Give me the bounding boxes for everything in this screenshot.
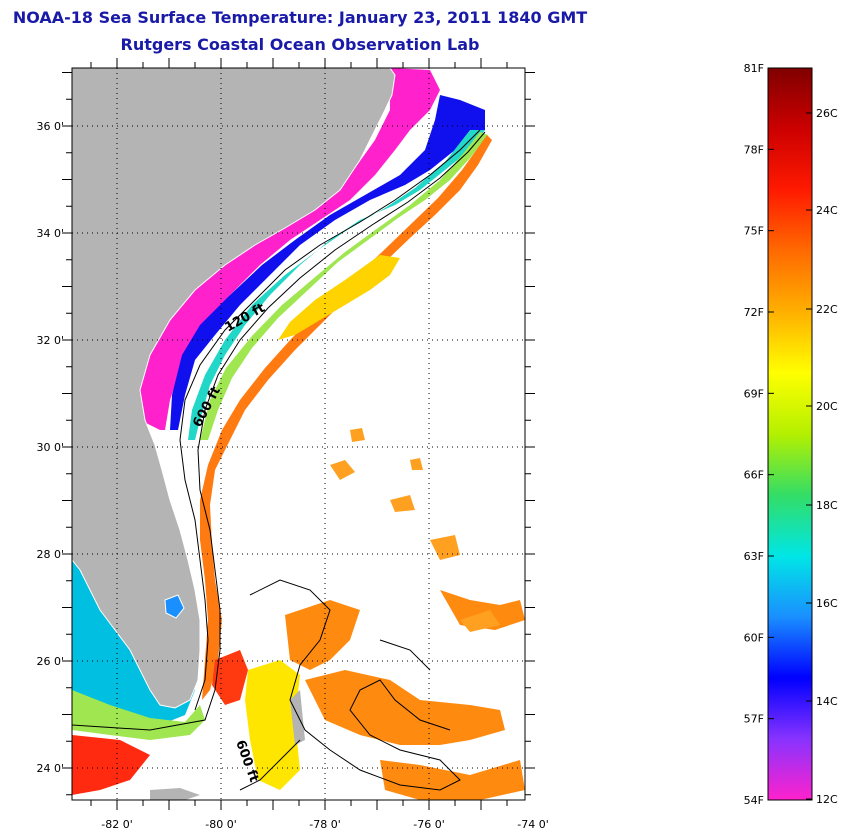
colorbar-label-f: 78F	[744, 143, 764, 156]
colorbar-label-f: 63F	[744, 550, 764, 563]
lon-tick-label: -82 0'	[101, 818, 133, 831]
colorbar-label-f: 72F	[744, 306, 764, 319]
sst-swath-blue	[170, 95, 485, 430]
colorbar-label-f: 54F	[744, 794, 764, 807]
sst-gulf-red	[72, 735, 150, 795]
colorbar-label-c: 20C	[816, 400, 838, 413]
colorbar-labels: 81F 78F 75F 72F 69F 66F 63F 60F 57F 54F 26C 24C 22C 2…	[744, 62, 838, 807]
axis-labels: 36 0' 34 0' 32 0' 30 0' 28 0' 26 0' 24 0' -82 0…	[36, 120, 548, 831]
lon-tick-label: -78 0'	[309, 818, 341, 831]
lake-okeechobee	[164, 594, 185, 619]
colorbar-label-f: 57F	[744, 713, 764, 726]
land-florida-keys	[150, 690, 305, 800]
sst-swath-pink	[132, 68, 440, 430]
colorbar-label-f: 75F	[744, 225, 764, 238]
tick-marks	[62, 58, 535, 810]
colorbar-label-c: 22C	[816, 303, 838, 316]
colorbar-label-f: 60F	[744, 631, 764, 644]
lat-tick-label: 32 0'	[36, 334, 64, 347]
colorbar-label-c: 12C	[816, 793, 838, 806]
lat-tick-label: 36 0'	[36, 120, 64, 133]
map-title: NOAA-18 Sea Surface Temperature: January…	[12, 8, 588, 27]
colorbar-label-c: 18C	[816, 499, 838, 512]
sst-swath-cyan	[188, 130, 485, 440]
colorbar-label-f: 66F	[744, 469, 764, 482]
contour-600ft	[72, 131, 486, 731]
lat-tick-label: 28 0'	[36, 548, 64, 561]
lat-tick-label: 30 0'	[36, 441, 64, 454]
lon-tick-label: -76 0'	[413, 818, 445, 831]
sst-swath-yellow	[278, 255, 400, 340]
lat-tick-label: 34 0'	[36, 227, 64, 240]
colorbar-label-c: 14C	[816, 695, 838, 708]
contour-120ft	[179, 129, 481, 711]
lon-tick-label: -74 0'	[517, 818, 549, 831]
colorbar-label-f: 69F	[744, 387, 764, 400]
sst-bahamas-yellow	[245, 660, 300, 790]
colorbar-label-f: 81F	[744, 62, 764, 75]
lat-tick-label: 26 0'	[36, 655, 64, 668]
graticule	[72, 68, 525, 800]
sst-bahamas-orange	[285, 590, 525, 800]
sst-scatter-orange	[330, 428, 500, 632]
lat-tick-label: 24 0'	[36, 762, 64, 775]
sst-swath-green	[200, 132, 488, 440]
colorbar-label-c: 26C	[816, 107, 838, 120]
colorbar-label-c: 24C	[816, 204, 838, 217]
colorbar-label-c: 16C	[816, 597, 838, 610]
lon-tick-label: -80 0'	[205, 818, 237, 831]
land-southeast-us	[72, 68, 396, 709]
map-subtitle: Rutgers Coastal Ocean Observation Lab	[120, 35, 480, 54]
contour-bahamas	[239, 579, 461, 791]
colorbar	[767, 67, 813, 801]
